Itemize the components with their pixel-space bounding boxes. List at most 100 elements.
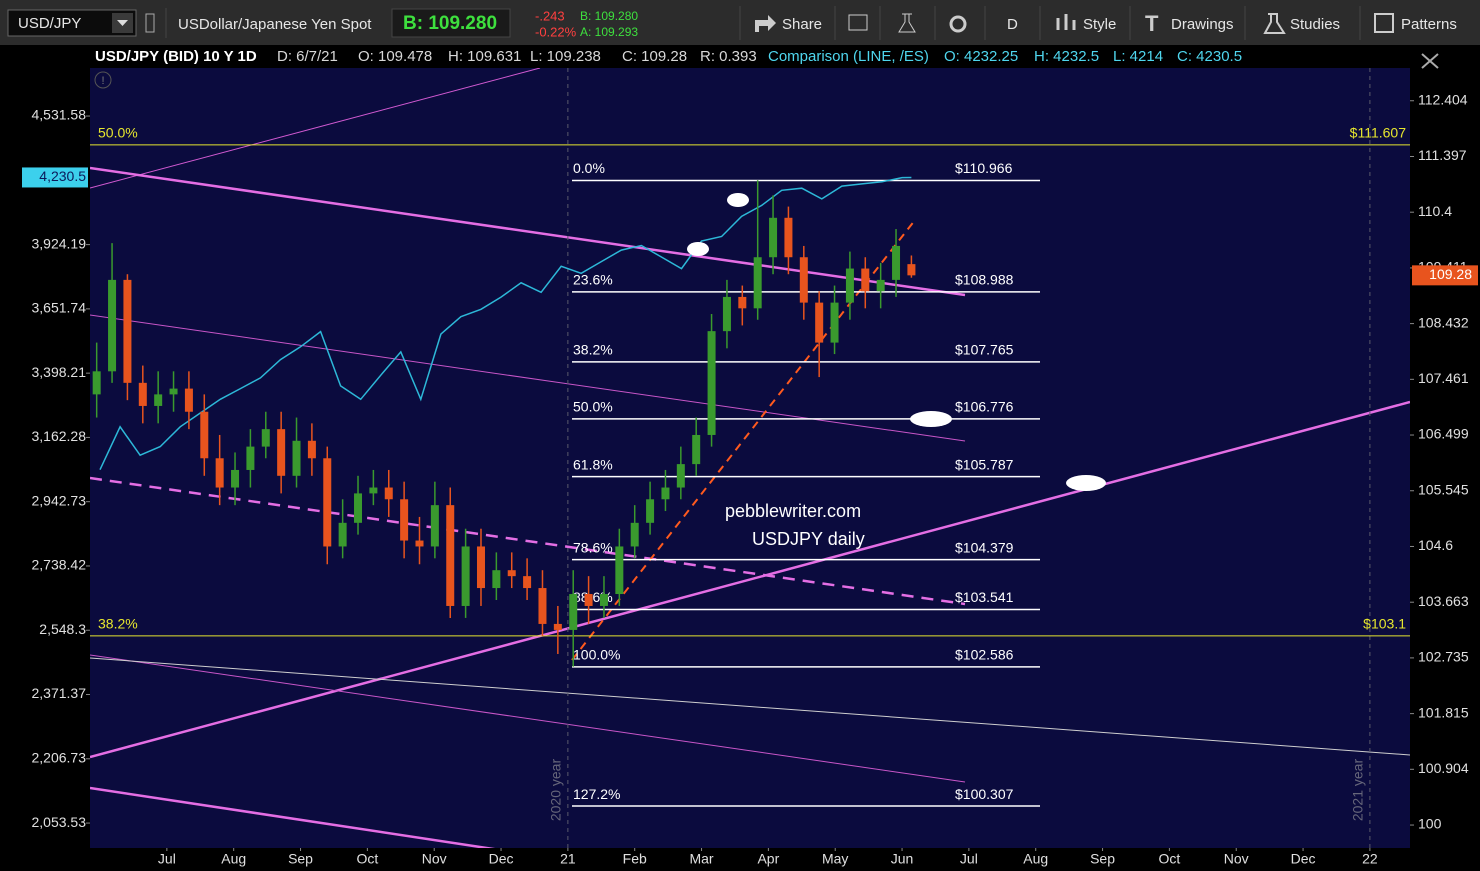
y-tick-label: 106.499 — [1418, 426, 1469, 442]
candle-body — [753, 257, 762, 309]
share-icon[interactable] — [755, 15, 776, 32]
candle-body — [892, 245, 901, 280]
candle-body — [354, 493, 363, 523]
x-tick-label: 21 — [560, 851, 576, 867]
toolbar-button[interactable]: Patterns — [1401, 16, 1457, 33]
bid: B: 109.280 — [580, 9, 638, 23]
comparison-info-text: L: 4214 — [1113, 48, 1163, 65]
candle-body — [599, 594, 608, 606]
candle-body — [215, 458, 224, 488]
toolbar-button[interactable]: D — [1007, 16, 1018, 33]
comparison-line — [99, 176, 912, 471]
level-label: 50.0% — [98, 125, 138, 141]
x-tick-label: Sep — [288, 851, 313, 867]
candle-body — [461, 546, 470, 606]
candle-body — [446, 505, 455, 606]
candle-body — [476, 546, 485, 589]
fib-label: 100.0% — [573, 647, 620, 663]
candle-body — [615, 546, 624, 595]
fib-label: 23.6% — [573, 272, 613, 288]
x-tick-label: Jul — [960, 851, 978, 867]
fib-value-label: $103.541 — [955, 589, 1014, 605]
level-label: 38.2% — [98, 616, 138, 632]
fib-value-label: $107.765 — [955, 342, 1014, 358]
candle-body — [323, 458, 332, 547]
comparison-info-text: O: 4232.25 — [944, 48, 1018, 65]
info-text: O: 109.478 — [358, 48, 432, 65]
candle-body — [569, 594, 578, 630]
y2-tick-label: 3,162.28 — [32, 428, 87, 444]
levels: 2020 year 2021 year 50.0% $111.607 38.2% $103… — [90, 68, 1410, 848]
x-tick-label: Jul — [158, 851, 176, 867]
expand-icon[interactable] — [1421, 53, 1439, 69]
fib-value-label: $108.988 — [955, 272, 1014, 288]
x-tick-label: Mar — [689, 851, 713, 867]
x-tick-label: Nov — [1224, 851, 1249, 867]
candle-body — [845, 268, 854, 303]
y-tick-label: 100 — [1418, 816, 1442, 832]
candle-body — [553, 623, 562, 630]
drawings-icon[interactable]: T — [1145, 11, 1159, 36]
candle-body — [384, 487, 393, 500]
change: -.243 — [535, 8, 565, 23]
x-tick-label: 22 — [1362, 851, 1378, 867]
y-tick-label: 112.404 — [1418, 91, 1468, 107]
candle-body — [92, 371, 101, 395]
toolbar-button[interactable]: Drawings — [1171, 16, 1234, 33]
candle-body — [415, 540, 424, 547]
info-texts: USD/JPY (BID) 10 Y 1D D: 6/7/21 O: 109.478… — [95, 48, 1242, 65]
trend-lines — [90, 68, 1410, 848]
patterns-icon[interactable] — [1374, 13, 1394, 33]
x-tick-label: Dec — [1291, 851, 1316, 867]
right-axis — [1410, 45, 1480, 848]
y2-tick-label: 2,942.73 — [32, 492, 87, 508]
fib-value-label: $100.307 — [955, 786, 1014, 802]
level-value-label: $111.607 — [1350, 125, 1407, 141]
x-tick-label: Aug — [221, 851, 246, 867]
candle-body — [876, 279, 885, 292]
fib-value-label: $102.586 — [955, 647, 1014, 663]
style-icon[interactable] — [1056, 14, 1076, 30]
toolbar-button[interactable]: Studies — [1290, 16, 1340, 33]
candle-body — [861, 268, 870, 292]
watermark: pebblewriter.com — [725, 501, 861, 521]
period-label: 2020 year — [548, 759, 564, 822]
flask-icon[interactable] — [898, 13, 916, 33]
settings-icon[interactable] — [949, 15, 967, 33]
studies-icon[interactable] — [1263, 13, 1286, 34]
candle-body — [738, 296, 747, 309]
link-icon[interactable] — [145, 13, 155, 33]
comparison-info-text: C: 4230.5 — [1177, 48, 1242, 65]
candle-body — [200, 411, 209, 459]
plot-area — [90, 68, 1410, 848]
x-tick-label: Apr — [757, 851, 779, 867]
candle-body — [815, 302, 824, 343]
ellipses — [687, 193, 1106, 491]
fib-value-label: $104.379 — [955, 539, 1014, 555]
x-tick-label: May — [822, 851, 848, 867]
candle-body — [907, 264, 916, 276]
candle-body — [277, 429, 286, 476]
info-text: D: 6/7/21 — [277, 48, 338, 65]
candle-body — [692, 434, 701, 465]
info-text: USD/JPY (BID) 10 Y 1D — [95, 48, 257, 65]
candle-body — [523, 576, 532, 589]
candle-body — [231, 469, 240, 488]
info-icon[interactable] — [94, 71, 112, 89]
toolbar-button[interactable]: Share — [782, 16, 822, 33]
y2-tick-label: 4,531.58 — [32, 107, 87, 123]
toolbar-button[interactable]: Style — [1083, 16, 1116, 33]
left-axis — [0, 68, 90, 848]
y-tick-label: 101.815 — [1418, 704, 1469, 720]
x-tick-label: Dec — [489, 851, 514, 867]
comparison-price-box — [22, 167, 88, 188]
x-tick-label: Feb — [623, 851, 647, 867]
grid-icon[interactable] — [848, 14, 868, 31]
toolbar-buttons: Share D Style Drawings Studies Patterns — [782, 16, 1457, 33]
candle-body — [369, 487, 378, 494]
y2-tick-label: 2,548.3 — [39, 621, 86, 637]
comparison-price-label: 4,230.5 — [39, 168, 86, 184]
candle-body — [154, 394, 163, 406]
